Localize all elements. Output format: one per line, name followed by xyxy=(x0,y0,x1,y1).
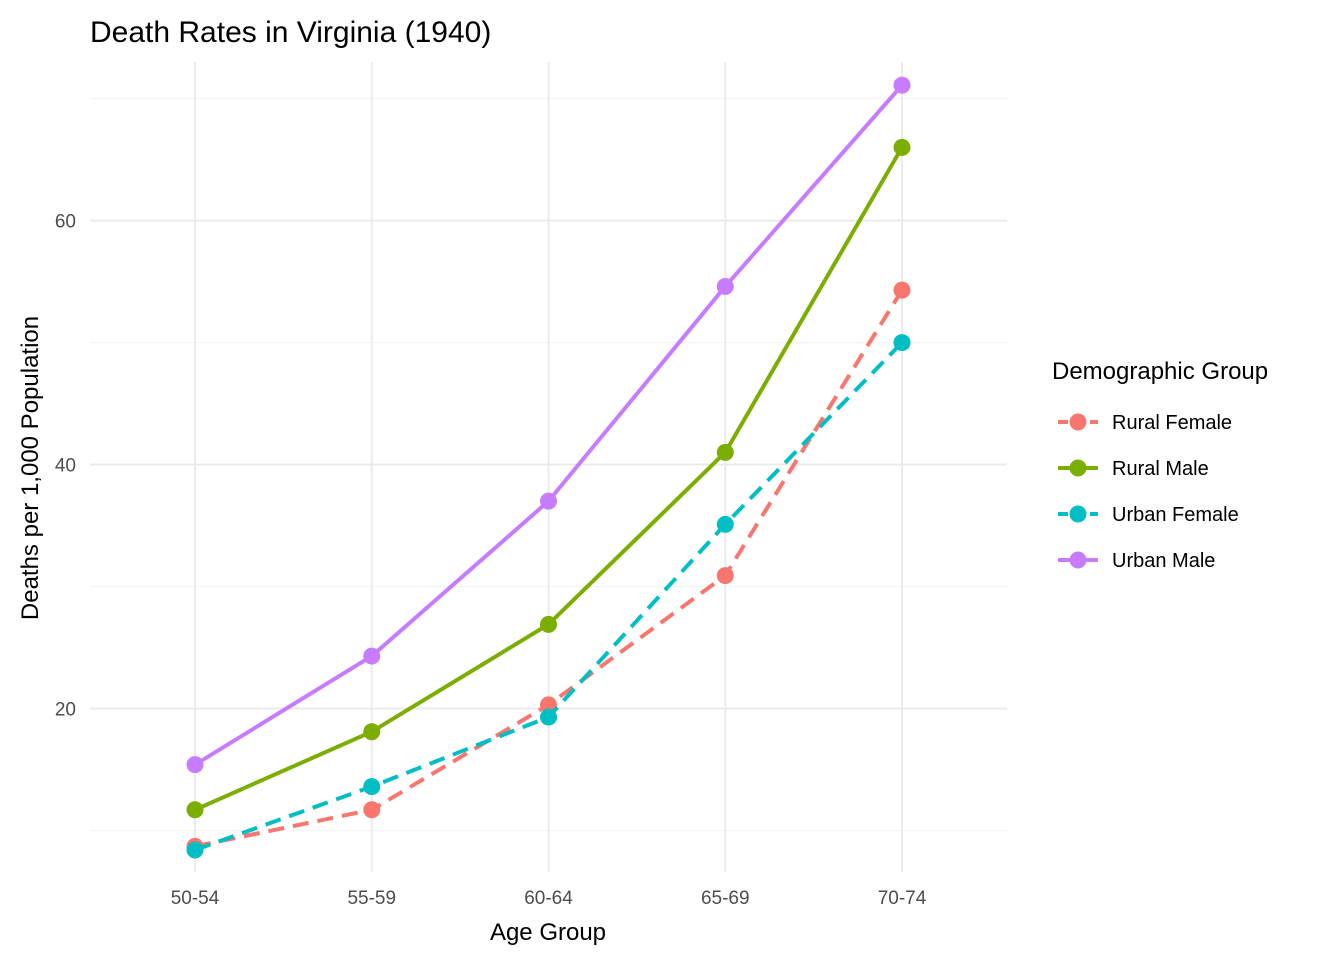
x-axis-title: Age Group xyxy=(490,919,606,946)
x-tick-label: 55-59 xyxy=(347,888,396,909)
legend-label: Urban Male xyxy=(1112,550,1215,572)
data-point-rural-female xyxy=(716,567,734,585)
legend-key-point xyxy=(1069,413,1087,431)
series-urban-male xyxy=(186,76,911,774)
data-point-rural-male xyxy=(363,723,381,741)
grid-lines xyxy=(90,62,1007,872)
y-axis-title: Deaths per 1,000 Population xyxy=(17,316,44,620)
legend-key-point xyxy=(1069,459,1087,477)
legend-label: Rural Female xyxy=(1112,412,1232,434)
series-urban-female xyxy=(186,334,911,859)
legend-item-urban-male: Urban Male xyxy=(1058,550,1215,572)
series-rural-male xyxy=(186,138,911,819)
y-tick-label: 40 xyxy=(55,456,76,477)
x-axis-ticks: 50-54 55-59 60-64 65-69 70-74 xyxy=(171,888,927,909)
x-tick-label: 70-74 xyxy=(878,888,927,909)
data-point-urban-female xyxy=(363,778,381,796)
legend-title: Demographic Group xyxy=(1052,358,1268,385)
data-point-rural-female xyxy=(363,801,381,819)
x-tick-label: 60-64 xyxy=(524,888,573,909)
legend-item-rural-male: Rural Male xyxy=(1058,458,1209,480)
x-tick-label: 50-54 xyxy=(171,888,220,909)
data-point-urban-male xyxy=(540,492,557,510)
data-point-urban-female xyxy=(186,841,204,859)
chart-title: Death Rates in Virginia (1940) xyxy=(90,16,491,49)
series-lines xyxy=(186,76,911,859)
data-point-urban-male xyxy=(716,277,734,295)
y-axis-ticks: 20 40 60 xyxy=(55,212,76,721)
x-tick-label: 65-69 xyxy=(701,888,750,909)
y-tick-label: 20 xyxy=(55,700,76,721)
legend-key-point xyxy=(1069,551,1087,569)
data-point-rural-male xyxy=(540,615,557,633)
data-point-urban-male xyxy=(363,647,381,665)
legend-item-urban-female: Urban Female xyxy=(1058,504,1239,526)
legend-label: Rural Male xyxy=(1112,458,1209,480)
data-point-urban-female xyxy=(540,708,557,726)
legend-key-point xyxy=(1069,505,1087,523)
data-point-urban-female xyxy=(716,515,734,533)
data-point-urban-male xyxy=(893,76,911,94)
data-point-urban-male xyxy=(186,756,204,774)
data-point-rural-male xyxy=(186,801,204,819)
data-point-urban-female xyxy=(893,334,911,352)
data-point-rural-female xyxy=(893,281,911,299)
legend-items: Rural Female Rural Male Urban Female Urban … xyxy=(1058,412,1239,572)
legend: Demographic Group Rural Female Rural Male… xyxy=(1052,358,1268,572)
legend-item-rural-female: Rural Female xyxy=(1058,412,1232,434)
data-point-rural-female xyxy=(540,696,557,714)
data-point-rural-male xyxy=(893,138,911,156)
data-point-rural-male xyxy=(716,443,734,461)
legend-label: Urban Female xyxy=(1112,504,1239,526)
y-tick-label: 60 xyxy=(55,212,76,233)
